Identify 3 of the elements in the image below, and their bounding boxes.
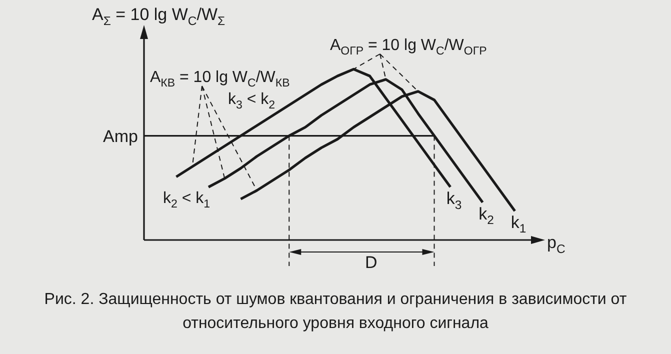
ref-line-label: Amp (103, 126, 138, 146)
text: Рис. 2. Защищенность от шумов квантования и ограничения в зависимости от относительного уровня входного сигнала (43, 290, 628, 334)
text: D (365, 253, 378, 272)
